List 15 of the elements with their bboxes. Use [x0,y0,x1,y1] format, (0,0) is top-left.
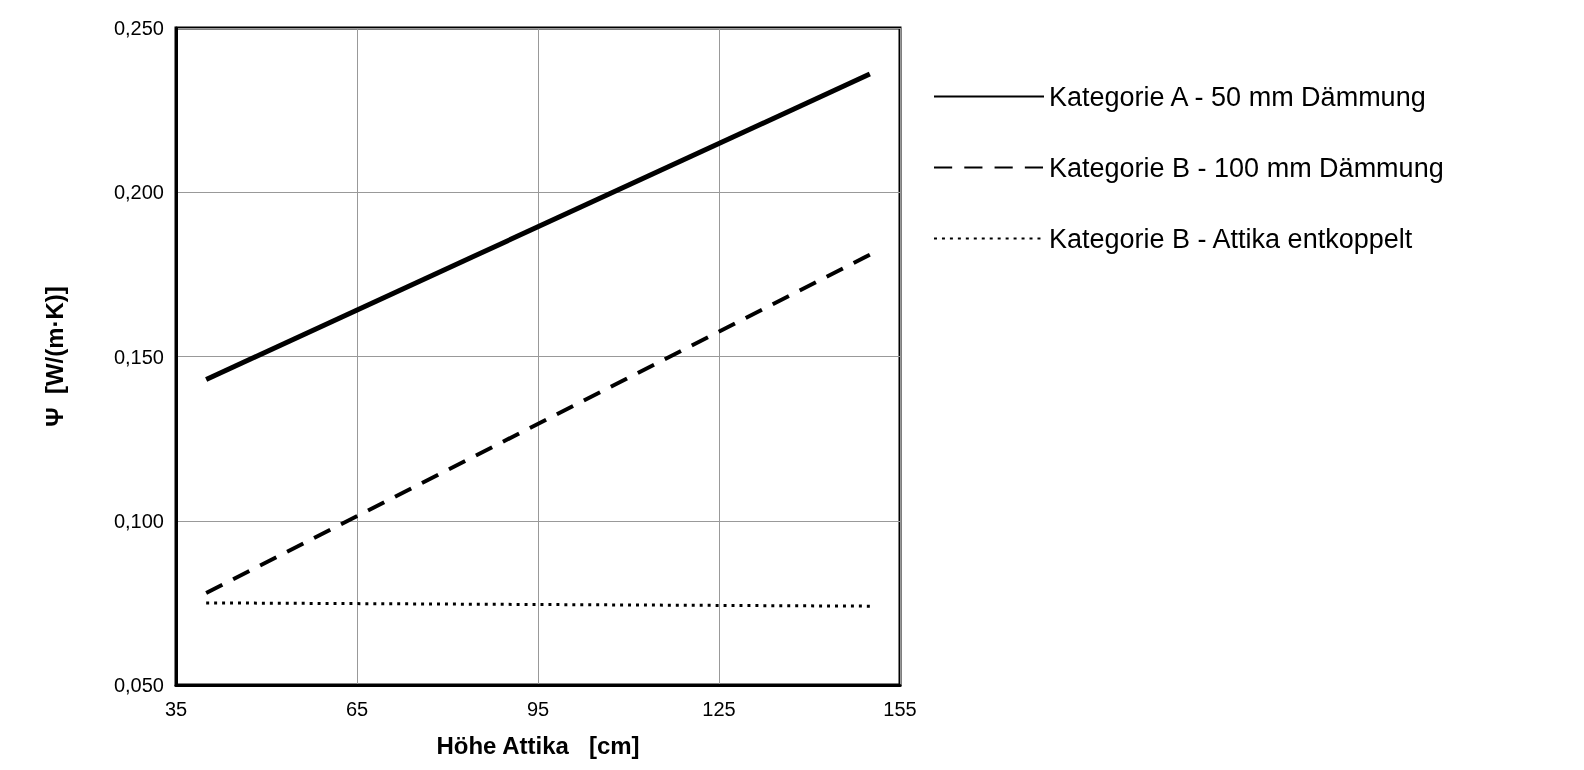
y-axis-title: Ψ [W/(m·K)] [40,286,68,427]
x-tick-label: 65 [345,698,369,720]
x-axis-title: Höhe Attika [cm] [436,731,640,759]
y-tick-label: 0,150 [113,345,164,368]
y-tick-label: 0,250 [113,17,164,39]
legend-label: Kategorie A - 50 mm Dämmung [1049,81,1426,112]
x-tick-label: 155 [883,698,917,720]
y-tick-label: 0,200 [113,181,164,204]
x-tick-label: 95 [526,698,550,720]
y-tick-label: 0,050 [113,674,164,696]
legend-label: Kategorie B - Attika entkoppelt [1049,223,1413,254]
legend-label: Kategorie B - 100 mm Dämmung [1049,152,1444,183]
y-tick-label: 0,100 [113,509,164,532]
x-tick-label: 35 [164,698,188,720]
x-tick-label: 125 [702,698,736,720]
